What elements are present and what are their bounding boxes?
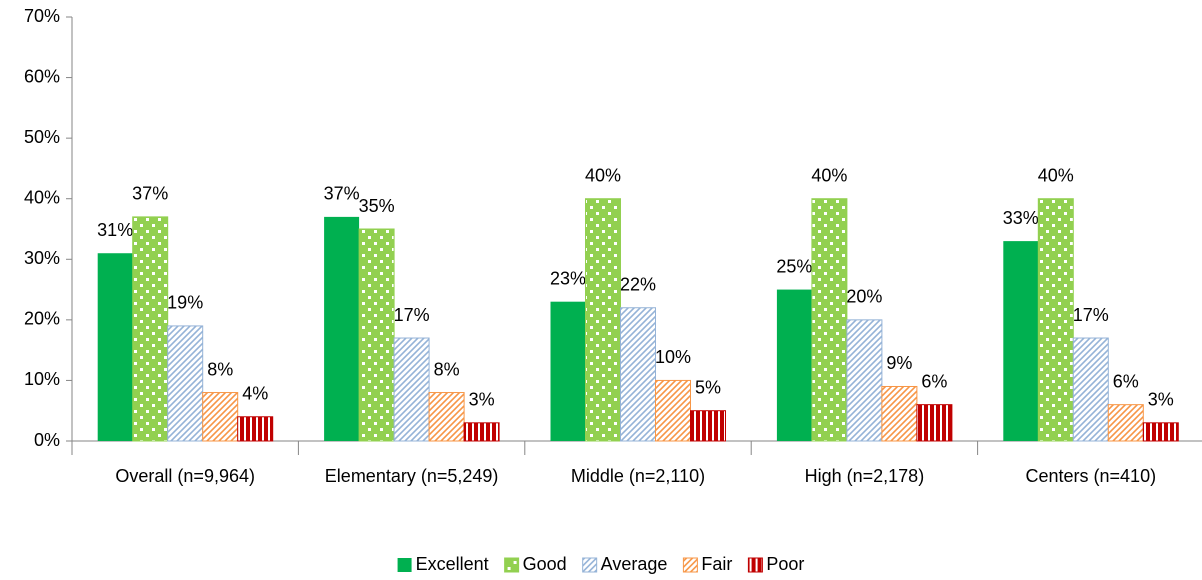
y-tick-label: 40% <box>24 187 60 207</box>
data-label: 5% <box>695 377 721 397</box>
data-label: 8% <box>434 359 460 379</box>
bar <box>167 325 204 442</box>
bar <box>202 392 239 442</box>
legend-swatch <box>747 557 763 573</box>
data-label: 31% <box>97 220 133 240</box>
data-label: 25% <box>776 256 812 276</box>
legend-label: Fair <box>701 554 732 574</box>
data-label: 19% <box>167 293 203 313</box>
bar <box>132 216 169 442</box>
data-label: 6% <box>921 371 947 391</box>
legend-swatch <box>582 557 598 573</box>
data-label: 23% <box>550 268 586 288</box>
bar <box>881 385 918 442</box>
bar <box>776 289 812 441</box>
y-tick-label: 20% <box>24 309 60 329</box>
data-label: 20% <box>846 287 882 307</box>
legend-swatch <box>682 557 698 573</box>
bar <box>690 410 726 442</box>
x-tick-label: Middle (n=2,110) <box>571 466 705 486</box>
bar <box>358 228 395 442</box>
bar <box>463 422 500 442</box>
bar <box>620 307 656 442</box>
bar <box>655 379 691 442</box>
data-label: 40% <box>1038 165 1074 185</box>
bar <box>97 253 133 441</box>
y-tick-label: 10% <box>24 369 60 389</box>
x-tick-label: Centers (n=410) <box>1026 466 1157 486</box>
bar <box>1142 422 1179 442</box>
data-label: 17% <box>394 305 430 325</box>
data-label: 40% <box>811 165 847 185</box>
data-label: 37% <box>324 184 360 204</box>
legend-label: Average <box>601 554 668 574</box>
bar <box>1003 241 1039 441</box>
bar <box>550 301 586 441</box>
data-label: 6% <box>1113 371 1139 391</box>
data-label: 33% <box>1003 208 1039 228</box>
x-tick-label: High (n=2,178) <box>805 466 925 486</box>
bar <box>1072 337 1109 442</box>
data-label: 10% <box>655 347 691 367</box>
y-tick-label: 0% <box>34 430 60 450</box>
data-label: 8% <box>207 359 233 379</box>
y-tick-label: 70% <box>24 6 60 26</box>
bar <box>811 198 848 442</box>
data-label: 17% <box>1073 305 1109 325</box>
data-label: 22% <box>620 274 656 294</box>
y-tick-label: 60% <box>24 66 60 86</box>
bar <box>846 319 883 442</box>
legend-swatch <box>397 558 412 572</box>
legend: Excellent Good Average Fair Poor <box>397 554 804 574</box>
bar <box>393 337 430 442</box>
bar <box>324 216 360 441</box>
y-tick-label: 50% <box>24 127 60 147</box>
bar <box>1037 198 1074 442</box>
data-label: 3% <box>469 390 495 410</box>
bar <box>585 198 621 442</box>
legend-label: Poor <box>766 554 804 574</box>
bar <box>428 392 465 442</box>
data-label: 3% <box>1148 390 1174 410</box>
y-tick-label: 30% <box>24 248 60 268</box>
x-tick-label: Overall (n=9,964) <box>115 466 255 486</box>
data-label: 37% <box>132 184 168 204</box>
bar <box>916 404 953 442</box>
bar <box>237 416 274 442</box>
bar <box>1107 404 1144 442</box>
x-tick-label: Elementary (n=5,249) <box>325 466 499 486</box>
data-label: 9% <box>886 353 912 373</box>
legend-swatch <box>504 557 520 573</box>
data-label: 40% <box>585 165 621 185</box>
data-label: 4% <box>242 384 268 404</box>
data-label: 35% <box>359 196 395 216</box>
legend-label: Excellent <box>416 554 489 574</box>
legend-label: Good <box>523 554 567 574</box>
